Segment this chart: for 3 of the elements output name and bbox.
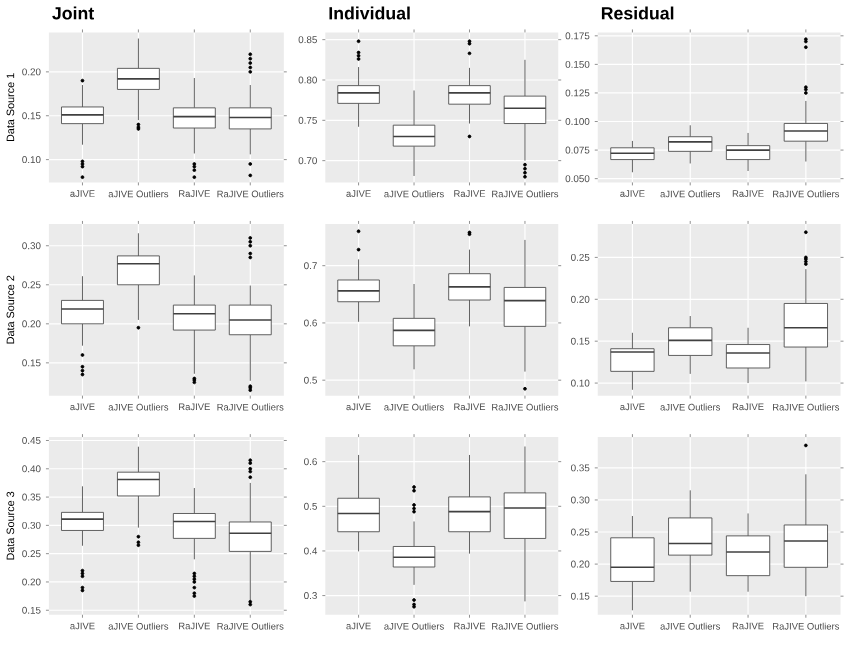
chart-title: Individual	[329, 6, 410, 20]
chart-title: Joint	[52, 6, 94, 20]
chart-title: Residual	[601, 6, 674, 20]
